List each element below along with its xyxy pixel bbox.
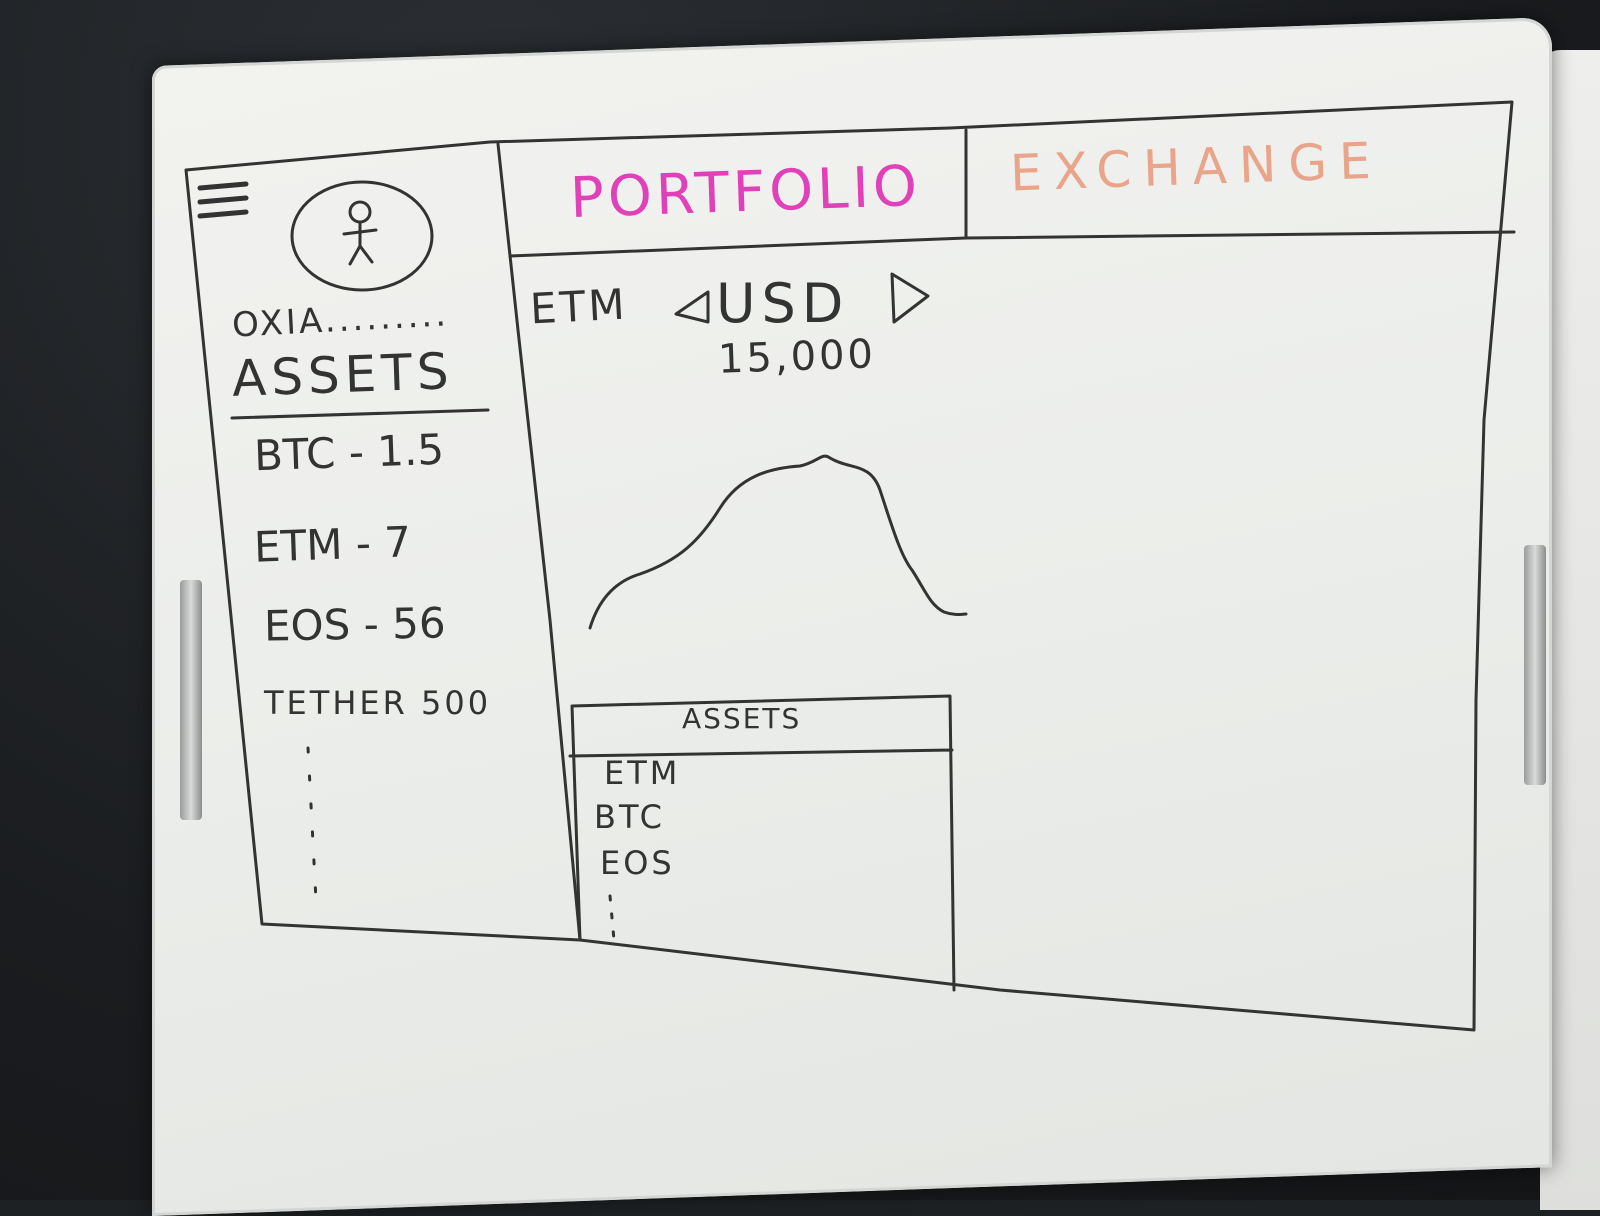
list-item[interactable]: ETM - 7 [253,517,412,572]
triangle-right-icon[interactable] [890,272,930,324]
price-value: 15,000 [717,331,877,383]
assets-heading: ASSETS [231,342,455,408]
assets-underline [230,408,490,420]
board-clip-left [180,580,202,820]
tab-portfolio-label: PORTFOLIO [568,153,923,232]
sidebar-divider [496,142,582,942]
panel-list-continuation [608,894,616,942]
list-item[interactable]: EOS - 56 [263,598,446,651]
app-frame-outline [184,100,1514,1032]
hamburger-icon[interactable] [197,181,249,219]
board-clip-right [1524,545,1546,785]
price-chart-line [588,454,968,630]
pair-quote[interactable]: USD [716,272,850,335]
triangle-left-icon[interactable] [674,290,710,324]
header-divider [508,230,1516,258]
assets-panel-box [568,694,956,992]
list-item[interactable]: EOS [600,844,675,882]
list-item[interactable]: BTC [594,798,665,836]
tab-portfolio[interactable]: PORTFOLIO [569,154,922,231]
list-item[interactable]: ETM [604,754,681,792]
avatar[interactable] [290,180,434,292]
sidebar-list-continuation [306,746,318,902]
list-item[interactable]: BTC - 1.5 [253,424,445,481]
assets-panel-heading: ASSETS [682,702,802,735]
stick-figure-icon [342,200,378,266]
list-item[interactable]: TETHER 500 [264,684,492,722]
pair-base: ETM [528,279,629,334]
